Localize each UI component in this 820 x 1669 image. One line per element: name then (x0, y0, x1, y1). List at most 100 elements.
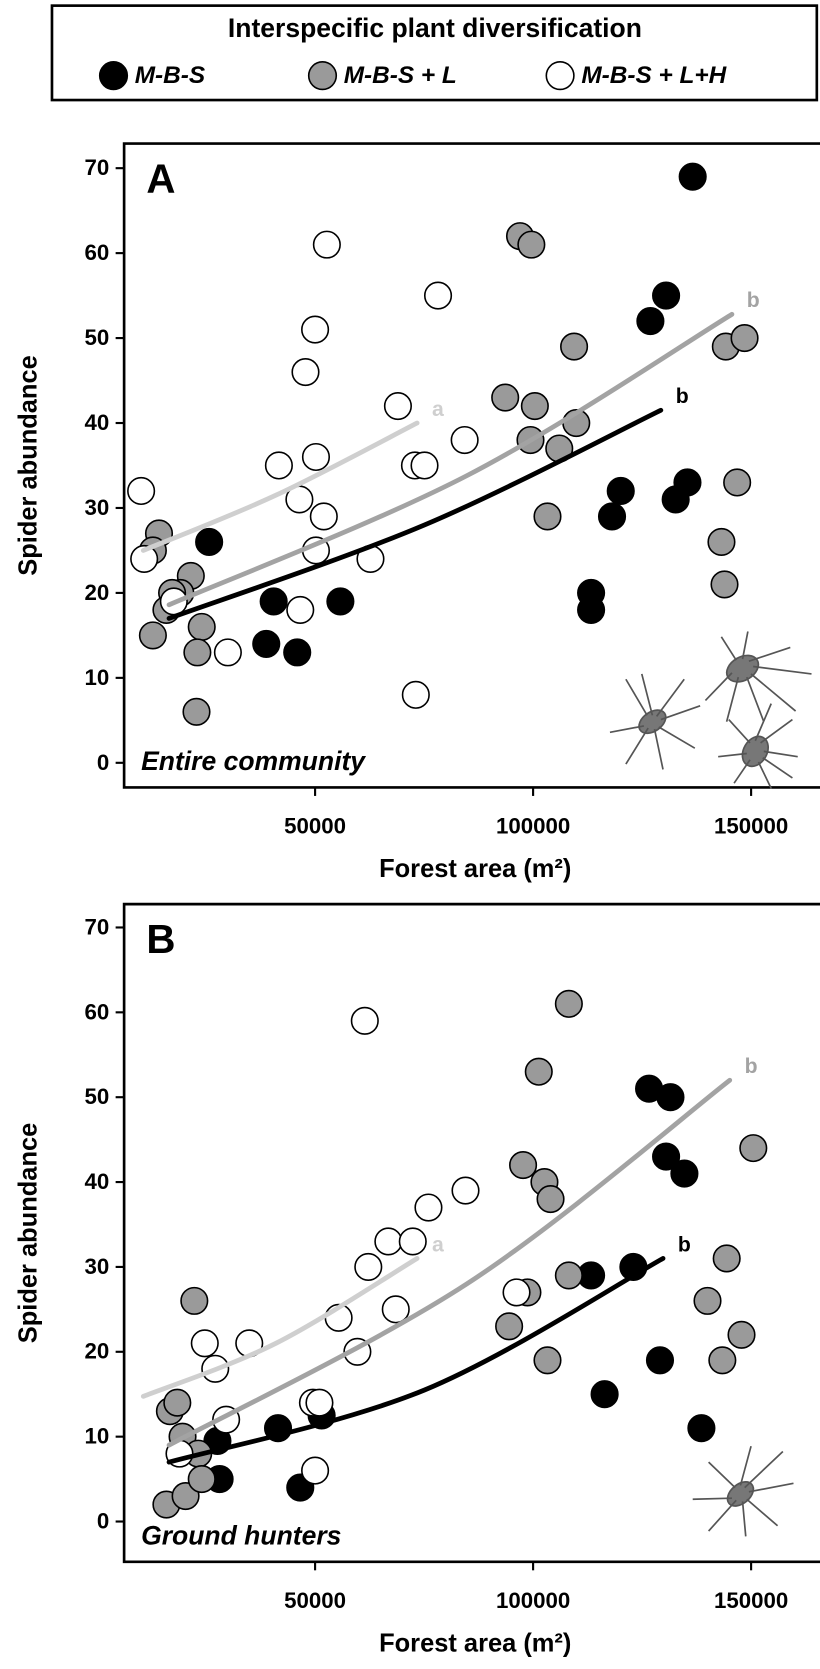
data-point (283, 638, 312, 667)
y-tick-label: 20 (84, 1339, 109, 1364)
data-point (180, 1286, 209, 1315)
panel-annotation: Entire community (141, 746, 366, 776)
data-point (533, 502, 562, 531)
data-point (401, 680, 430, 709)
data-point (374, 1227, 403, 1256)
fit-curve (140, 1256, 420, 1399)
data-point (182, 697, 211, 726)
data-point (707, 527, 736, 557)
data-point (509, 1151, 538, 1180)
panel-annotation: Ground hunters (141, 1520, 341, 1550)
data-point (354, 1252, 383, 1281)
fit-label: b (747, 289, 760, 312)
y-tick-label: 0 (97, 1508, 109, 1533)
data-point (536, 1184, 565, 1214)
legend-label: M-B-S (135, 62, 206, 89)
axis-frame (122, 902, 820, 1564)
data-point (195, 527, 224, 557)
spider-icon (718, 703, 798, 789)
data-point (259, 587, 288, 616)
legend-title: Interspecific plant diversification (228, 13, 642, 43)
data-point (560, 332, 589, 361)
y-tick-label: 60 (84, 240, 109, 265)
data-point (491, 383, 520, 412)
fit-curve (166, 1077, 733, 1448)
spider-illustrations (609, 631, 812, 1537)
legend-box (50, 4, 819, 102)
y-tick-label: 50 (84, 1084, 109, 1109)
fit-label: a (432, 398, 444, 421)
data-point (163, 1388, 192, 1417)
data-point (645, 1346, 675, 1375)
data-point (502, 1278, 531, 1307)
panel-label: B (146, 917, 175, 962)
data-point (670, 1159, 699, 1188)
data-point (213, 638, 242, 667)
data-point (187, 612, 216, 641)
data-point (264, 451, 293, 480)
y-tick-label: 40 (84, 410, 109, 435)
data-point (739, 1134, 768, 1163)
data-point (187, 1465, 216, 1494)
data-point (423, 281, 453, 310)
fit-label: b (745, 1055, 758, 1078)
data-point (398, 1227, 427, 1256)
y-tick-label: 40 (84, 1169, 109, 1194)
y-tick-label: 30 (84, 495, 109, 520)
data-point (410, 451, 439, 480)
data-point (723, 468, 752, 497)
legend-label: M-B-S + L+H (581, 62, 727, 89)
spider-icon (692, 1445, 794, 1537)
y-axis-label: Spider abundance (14, 355, 42, 576)
y-axis-label: Spider abundance (14, 1123, 42, 1344)
data-point (252, 629, 281, 658)
legend-label: M-B-S + L (344, 62, 457, 89)
y-tick-label: 0 (97, 750, 109, 775)
data-point (678, 162, 707, 191)
data-point (312, 230, 341, 259)
data-point (673, 468, 702, 497)
data-point (305, 1388, 334, 1417)
data-point (495, 1312, 524, 1341)
fit-curve (166, 407, 664, 621)
y-tick-label: 10 (84, 1424, 109, 1449)
data-point (381, 1295, 410, 1324)
data-point (687, 1414, 716, 1443)
y-tick-label: 50 (84, 325, 109, 350)
data-point (127, 476, 156, 506)
legend-swatch (98, 61, 129, 91)
data-point (727, 1320, 756, 1349)
axis-frame (122, 142, 820, 789)
fit-label: b (678, 1233, 691, 1256)
data-point (652, 1142, 681, 1171)
legend-swatch (545, 61, 575, 91)
y-tick-label: 70 (84, 155, 109, 180)
data-point (130, 544, 159, 573)
data-point (652, 281, 681, 310)
data-point (414, 1193, 443, 1222)
x-tick-label: 150000 (714, 814, 788, 839)
data-point (710, 570, 739, 599)
x-tick-label: 100000 (496, 1588, 570, 1613)
legend-swatch (307, 61, 338, 91)
y-tick-label: 30 (84, 1254, 109, 1279)
spider-icon (609, 673, 701, 770)
spider-icon (704, 631, 812, 722)
x-tick-label: 50000 (284, 1588, 346, 1613)
data-point (597, 502, 627, 531)
data-point (350, 1006, 379, 1035)
data-point (451, 1176, 480, 1205)
y-tick-label: 20 (84, 580, 109, 605)
fit-curve (166, 1256, 666, 1465)
data-point (730, 324, 759, 353)
data-point (138, 621, 167, 650)
data-point (309, 502, 338, 531)
data-point (656, 1083, 685, 1112)
y-tick-label: 60 (84, 999, 109, 1024)
data-point (517, 230, 546, 259)
panel-label: A (146, 156, 175, 201)
data-point (712, 1244, 741, 1273)
data-point (636, 307, 665, 336)
data-point (190, 1329, 219, 1358)
